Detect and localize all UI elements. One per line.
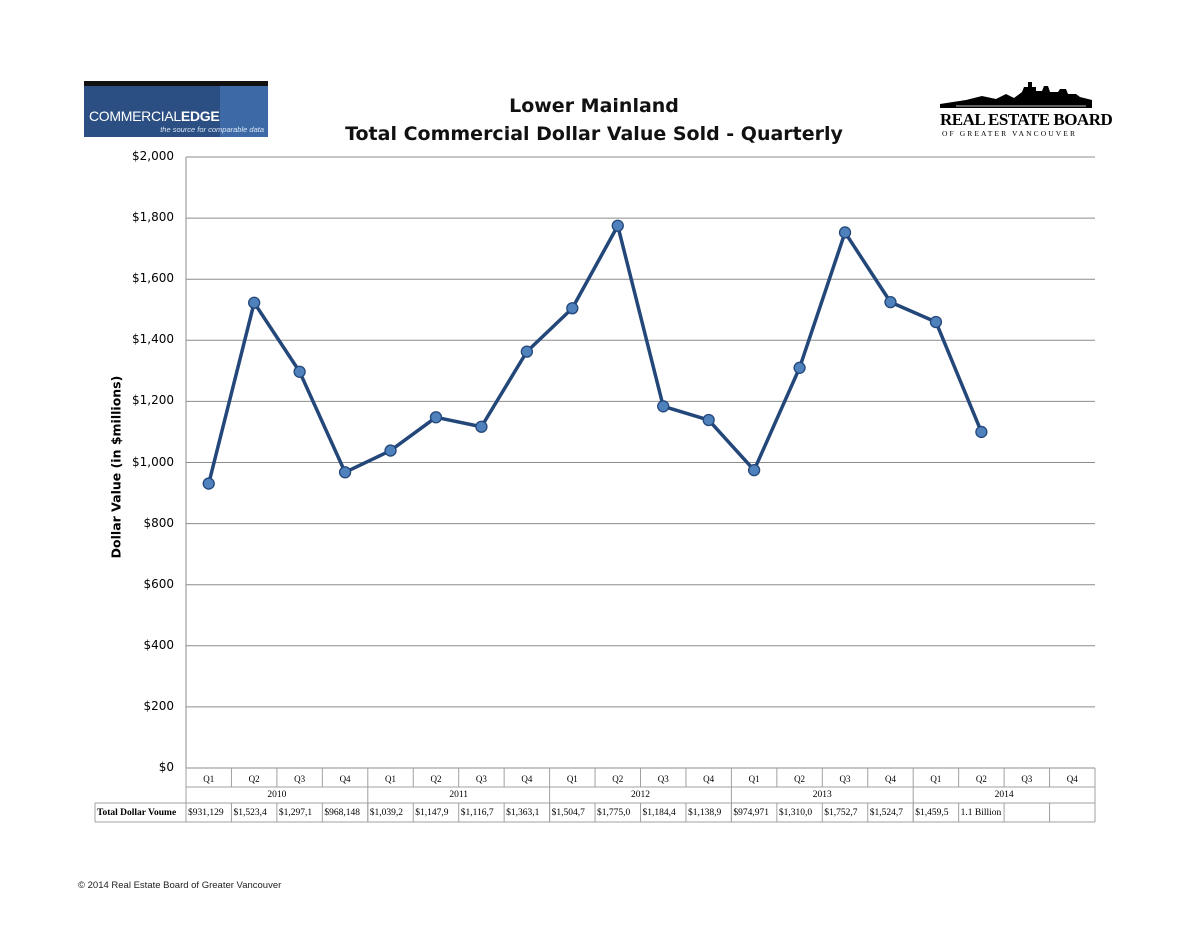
table-value-cell [1004,804,1049,822]
table-value-cell: $1,147,9 [415,808,449,818]
table-row-label: Total Dollar Voume [97,808,177,818]
chart-title-line1: Lower Mainland [509,95,679,117]
commercial-edge-logo: COMMERCIALEDGE the source for comparable… [84,81,268,137]
year-tick-label: 2013 [812,790,832,800]
table-value-cell: $974,971 [733,808,770,818]
data-point [202,477,215,490]
quarter-tick-label: Q3 [1021,774,1033,784]
logo-tagline: the source for comparable data [160,125,264,134]
table-value-cell: $1,459,5 [915,808,949,818]
chart-title: Lower Mainland Total Commercial Dollar V… [294,92,894,148]
table-value-cell: $968,148 [324,808,360,818]
table-value-cell: $1,752,7 [824,808,858,818]
quarter-tick-label: Q2 [248,774,260,784]
logo-stripe [220,86,268,137]
quarter-tick-label: Q1 [748,774,760,784]
data-point [520,345,534,358]
y-tick-label: $2,000 [132,149,174,163]
data-point [793,361,806,374]
quarter-tick-label: Q4 [1066,774,1078,784]
data-point [657,400,670,413]
logo-brand-text: COMMERCIALEDGE [89,108,220,124]
data-point [884,295,897,309]
table-value-cell: $931,129 [188,808,224,818]
year-tick-label: 2011 [449,790,469,800]
data-point [338,466,352,479]
rebgv-subtitle: OF GREATER VANCOUVER [942,129,1078,138]
y-tick-label: $1,400 [132,332,174,347]
quarter-tick-label: Q4 [884,774,896,784]
table-value-cell: $1,363,1 [506,808,540,818]
table-value-cell: $1,184,4 [642,808,676,818]
quarter-tick-label: Q2 [430,774,442,784]
data-point [429,411,443,424]
y-tick-label: $600 [143,576,174,591]
data-point [975,425,988,439]
quarter-tick-label: Q2 [794,774,806,784]
quarter-tick-label: Q2 [975,774,987,784]
table-value-cell: 1.1 Billion [960,808,1002,818]
data-point [611,219,624,232]
quarter-tick-label: Q4 [703,774,715,784]
y-tick-label: $400 [143,637,174,652]
data-point [702,413,715,427]
rebgv-name: REAL ESTATE BOARD [940,110,1113,129]
quarter-tick-label: Q3 [475,774,487,784]
logo-brand-b: EDGE [180,108,220,124]
series-line [207,223,983,485]
quarter-tick-label: Q3 [657,774,669,784]
y-tick-label: $1,200 [132,393,174,408]
logo-brand-a: COMMERCIAL [89,108,181,124]
rebgv-logo: REAL ESTATE BOARD OF GREATER VANCOUVER [936,80,1113,142]
chart-title-line2: Total Commercial Dollar Value Sold - Qua… [345,123,843,145]
quarter-tick-label: Q1 [385,774,397,784]
data-point [566,302,579,315]
year-tick-label: 2014 [994,790,1014,800]
table-value-cell: $1,039,2 [369,808,404,818]
y-tick-label: $1,000 [132,454,174,469]
quarter-tick-label: Q2 [612,774,624,784]
y-tick-label: $1,600 [132,271,174,286]
table-value-cell: $1,523,4 [233,808,267,818]
y-tick-label: $800 [143,515,174,530]
data-point [475,420,488,433]
table-value-cell: $1,524,7 [869,808,903,818]
quarter-tick-label: Q1 [566,774,578,784]
data-point [248,296,261,309]
quarter-tick-label: Q3 [294,774,306,784]
table-value-cell: $1,116,7 [460,808,494,818]
table-value-cell: $1,297,1 [278,808,313,818]
quarter-tick-label: Q4 [521,774,533,784]
table-value-cell: $1,504,7 [551,808,585,818]
quarter-tick-label: Q1 [930,774,942,784]
data-point [838,226,852,239]
table-value-cell: $1,310,0 [778,808,813,818]
table-value-cell [1050,804,1095,822]
table-value-cell: $1,775,0 [597,808,631,818]
data-point [929,315,943,329]
copyright-text: © 2014 Real Estate Board of Greater Vanc… [78,880,282,891]
y-tick-label: $0 [158,760,174,774]
y-tick-label: $1,800 [132,210,174,225]
y-tick-label: $200 [143,698,174,713]
year-tick-label: 2012 [630,790,650,800]
data-point [747,463,761,477]
data-point [384,444,397,457]
quarter-tick-label: Q3 [839,774,851,784]
data-point [293,365,306,378]
skyline-icon [940,82,1092,108]
table-value-cell: $1,138,9 [687,808,722,818]
quarter-tick-label: Q1 [203,774,215,784]
quarter-tick-label: Q4 [339,774,351,784]
year-tick-label: 2010 [267,790,287,800]
